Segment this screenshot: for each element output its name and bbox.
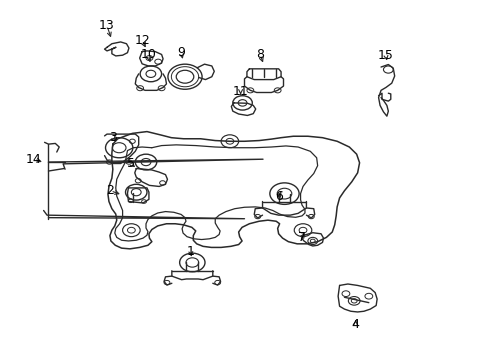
Text: 10: 10 <box>140 48 156 61</box>
Text: 6: 6 <box>274 190 282 203</box>
Text: 2: 2 <box>106 184 114 197</box>
Text: 13: 13 <box>99 19 115 32</box>
Text: 15: 15 <box>377 49 393 62</box>
Text: 8: 8 <box>256 48 264 61</box>
Text: 9: 9 <box>177 46 184 59</box>
Text: 3: 3 <box>109 131 117 144</box>
Text: 12: 12 <box>134 33 150 47</box>
Text: 5: 5 <box>127 157 135 170</box>
Text: 1: 1 <box>186 245 194 258</box>
Text: 7: 7 <box>297 231 305 244</box>
Text: 14: 14 <box>26 153 41 166</box>
Text: 4: 4 <box>351 318 359 331</box>
Text: 11: 11 <box>232 85 248 98</box>
